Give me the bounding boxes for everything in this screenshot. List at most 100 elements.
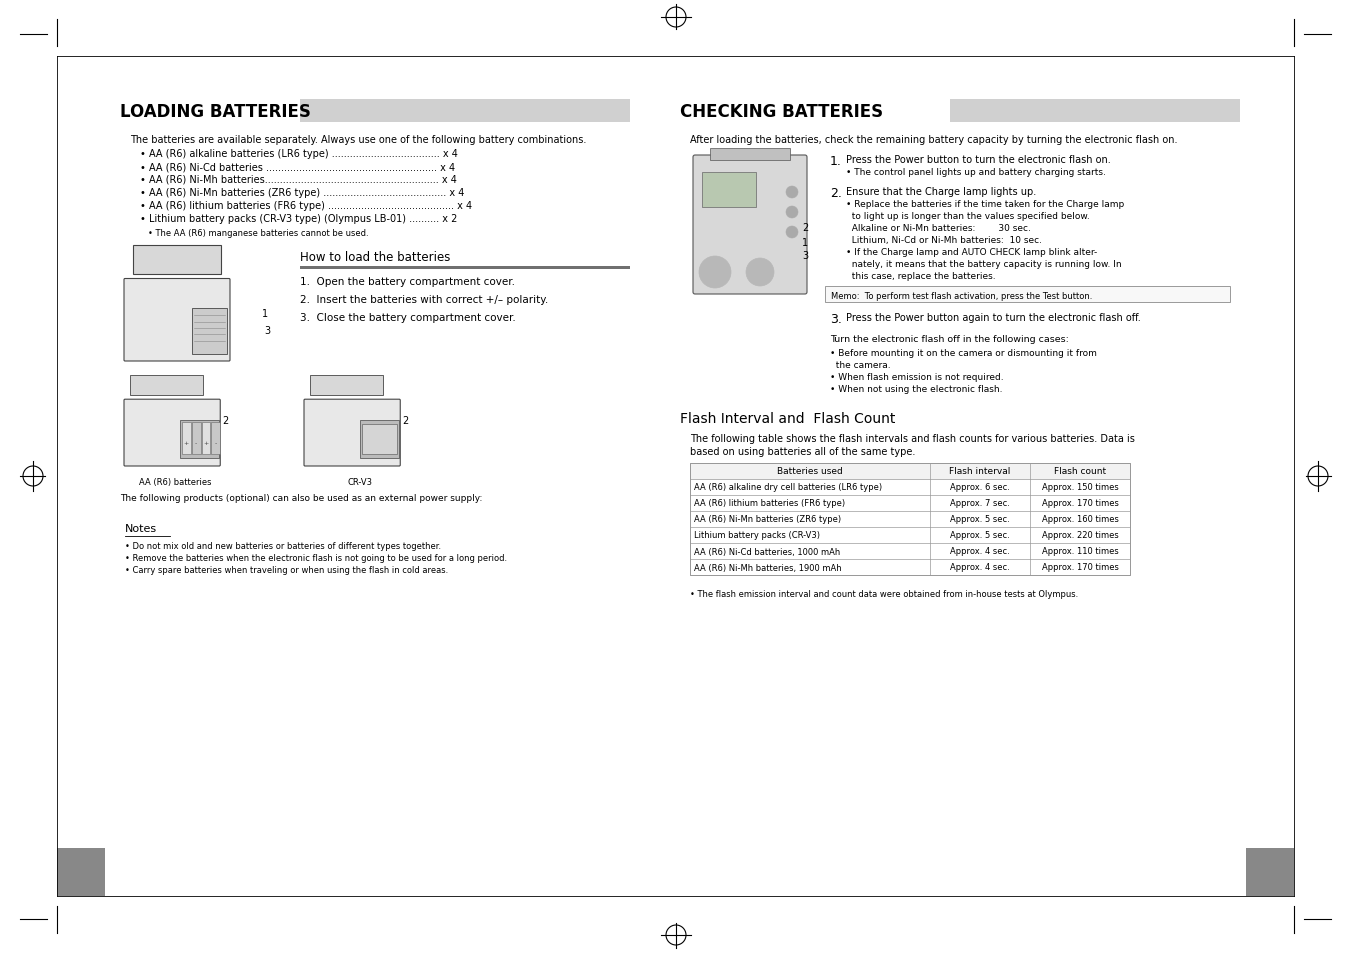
Text: 1: 1 [802, 237, 808, 248]
Text: Press the Power button to turn the electronic flash on.: Press the Power button to turn the elect… [846, 154, 1111, 165]
FancyBboxPatch shape [693, 156, 807, 294]
Text: based on using batteries all of the same type.: based on using batteries all of the same… [690, 447, 916, 456]
Text: • The AA (R6) manganese batteries cannot be used.: • The AA (R6) manganese batteries cannot… [149, 229, 369, 237]
Bar [711, 149, 790, 161]
Text: LOADING BATTERIES: LOADING BATTERIES [120, 103, 311, 121]
Text: CR-V3: CR-V3 [347, 477, 373, 486]
Text: Approx. 170 times: Approx. 170 times [1042, 499, 1119, 508]
Text: • Do not mix old and new batteries or batteries of different types together.: • Do not mix old and new batteries or ba… [126, 541, 442, 551]
Text: nately, it means that the battery capacity is running low. In: nately, it means that the battery capaci… [846, 260, 1121, 269]
Text: Approx. 160 times: Approx. 160 times [1042, 515, 1119, 524]
Bar [690, 463, 1129, 576]
Text: Approx. 4 sec.: Approx. 4 sec. [950, 563, 1011, 572]
Text: • AA (R6) Ni-Mh batteries.......................................................: • AA (R6) Ni-Mh batteries...............… [141, 174, 457, 185]
Text: • AA (R6) alkaline batteries (LR6 type) .................................... x 4: • AA (R6) alkaline batteries (LR6 type) … [141, 149, 458, 159]
Bar [690, 527, 1129, 543]
Text: Approx. 7 sec.: Approx. 7 sec. [950, 499, 1011, 508]
Text: 1: 1 [262, 309, 267, 319]
Text: 2: 2 [802, 223, 808, 233]
Text: Approx. 150 times: Approx. 150 times [1042, 483, 1119, 492]
Circle shape [746, 258, 774, 287]
Text: • AA (R6) Ni-Cd batteries ......................................................: • AA (R6) Ni-Cd batteries ..............… [141, 162, 455, 172]
Bar [57, 848, 105, 896]
Text: Notes: Notes [126, 523, 157, 534]
Text: AA (R6) Ni-Mh batteries, 1900 mAh: AA (R6) Ni-Mh batteries, 1900 mAh [694, 563, 842, 572]
Text: 2.: 2. [830, 187, 842, 200]
Text: • Lithium battery packs (CR-V3 type) (Olympus LB-01) .......... x 2: • Lithium battery packs (CR-V3 type) (Ol… [141, 213, 458, 224]
Text: Flash interval: Flash interval [950, 467, 1011, 476]
Bar [300, 267, 630, 270]
Text: AA (R6) Ni-Mn batteries (ZR6 type): AA (R6) Ni-Mn batteries (ZR6 type) [694, 515, 842, 524]
Bar [825, 287, 1229, 303]
Bar [362, 424, 397, 455]
Bar [690, 512, 1129, 527]
Bar [309, 375, 382, 395]
Text: +: + [184, 440, 189, 446]
FancyBboxPatch shape [304, 399, 400, 467]
Text: Approx. 6 sec.: Approx. 6 sec. [950, 483, 1011, 492]
Bar [192, 422, 200, 455]
Text: • AA (R6) lithium batteries (FR6 type) .........................................: • AA (R6) lithium batteries (FR6 type) .… [141, 201, 471, 211]
Text: The batteries are available separately. Always use one of the following battery : The batteries are available separately. … [130, 135, 586, 145]
Bar [201, 422, 211, 455]
Text: AA (R6) batteries: AA (R6) batteries [139, 477, 211, 486]
Text: this case, replace the batteries.: this case, replace the batteries. [846, 272, 996, 281]
Bar [130, 375, 203, 395]
Text: 3: 3 [802, 251, 808, 261]
Text: • When flash emission is not required.: • When flash emission is not required. [830, 373, 1004, 381]
Text: Approx. 5 sec.: Approx. 5 sec. [950, 531, 1011, 540]
Text: 1.: 1. [830, 154, 842, 168]
Text: +: + [203, 440, 208, 446]
Text: Approx. 5 sec.: Approx. 5 sec. [950, 515, 1011, 524]
Text: to light up is longer than the values specified below.: to light up is longer than the values sp… [846, 212, 1090, 221]
Text: • Before mounting it on the camera or dismounting it from: • Before mounting it on the camera or di… [830, 349, 1097, 357]
Text: • AA (R6) Ni-Mn batteries (ZR6 type) ......................................... x: • AA (R6) Ni-Mn batteries (ZR6 type) ...… [141, 188, 465, 198]
Bar [180, 420, 219, 458]
Circle shape [698, 256, 731, 289]
Text: The following products (optional) can also be used as an external power supply:: The following products (optional) can al… [120, 494, 482, 502]
Bar [690, 463, 1129, 479]
Bar [690, 559, 1129, 576]
Text: Approx. 110 times: Approx. 110 times [1042, 547, 1119, 556]
Text: 3: 3 [263, 326, 270, 336]
Bar [690, 543, 1129, 559]
Circle shape [786, 227, 798, 239]
Text: Batteries used: Batteries used [777, 467, 843, 476]
Bar [950, 100, 1240, 123]
Circle shape [786, 207, 798, 219]
FancyBboxPatch shape [124, 279, 230, 361]
Text: AA (R6) alkaline dry cell batteries (LR6 type): AA (R6) alkaline dry cell batteries (LR6… [694, 483, 882, 492]
Bar [300, 100, 630, 123]
Text: • When not using the electronic flash.: • When not using the electronic flash. [830, 385, 1002, 394]
Bar [703, 172, 757, 208]
Text: Lithium, Ni-Cd or Ni-Mh batteries:  10 sec.: Lithium, Ni-Cd or Ni-Mh batteries: 10 se… [846, 235, 1042, 245]
Text: After loading the batteries, check the remaining battery capacity by turning the: After loading the batteries, check the r… [690, 135, 1178, 145]
Bar [192, 309, 227, 355]
Text: Turn the electronic flash off in the following cases:: Turn the electronic flash off in the fol… [830, 335, 1069, 344]
Bar [1246, 848, 1294, 896]
Text: The following table shows the flash intervals and flash counts for various batte: The following table shows the flash inte… [690, 434, 1135, 443]
Text: • The control panel lights up and battery charging starts.: • The control panel lights up and batter… [846, 168, 1106, 177]
Text: How to load the batteries: How to load the batteries [300, 251, 450, 264]
Text: Flash Interval and  Flash Count: Flash Interval and Flash Count [680, 412, 896, 426]
Text: 1.  Open the battery compartment cover.: 1. Open the battery compartment cover. [300, 276, 515, 287]
Text: Alkaline or Ni-Mn batteries:        30 sec.: Alkaline or Ni-Mn batteries: 30 sec. [846, 224, 1031, 233]
Text: Approx. 170 times: Approx. 170 times [1042, 563, 1119, 572]
Bar [690, 479, 1129, 496]
Bar [211, 422, 220, 455]
Text: Ensure that the Charge lamp lights up.: Ensure that the Charge lamp lights up. [846, 187, 1036, 196]
Text: Approx. 220 times: Approx. 220 times [1042, 531, 1119, 540]
Text: Flash count: Flash count [1054, 467, 1106, 476]
Text: • If the Charge lamp and AUTO CHECK lamp blink alter-: • If the Charge lamp and AUTO CHECK lamp… [846, 248, 1097, 256]
Text: 2: 2 [222, 416, 228, 426]
Text: -: - [195, 440, 197, 446]
Text: • The flash emission interval and count data were obtained from in-house tests a: • The flash emission interval and count … [690, 589, 1078, 598]
Text: Lithium battery packs (CR-V3): Lithium battery packs (CR-V3) [694, 531, 820, 540]
FancyBboxPatch shape [124, 399, 220, 467]
Bar [361, 420, 400, 458]
Text: 3.  Close the battery compartment cover.: 3. Close the battery compartment cover. [300, 313, 516, 323]
Text: 2: 2 [403, 416, 408, 426]
Text: -: - [215, 440, 216, 446]
Text: Press the Power button again to turn the electronic flash off.: Press the Power button again to turn the… [846, 313, 1140, 323]
Text: 2.  Insert the batteries with correct +/– polarity.: 2. Insert the batteries with correct +/–… [300, 294, 549, 305]
